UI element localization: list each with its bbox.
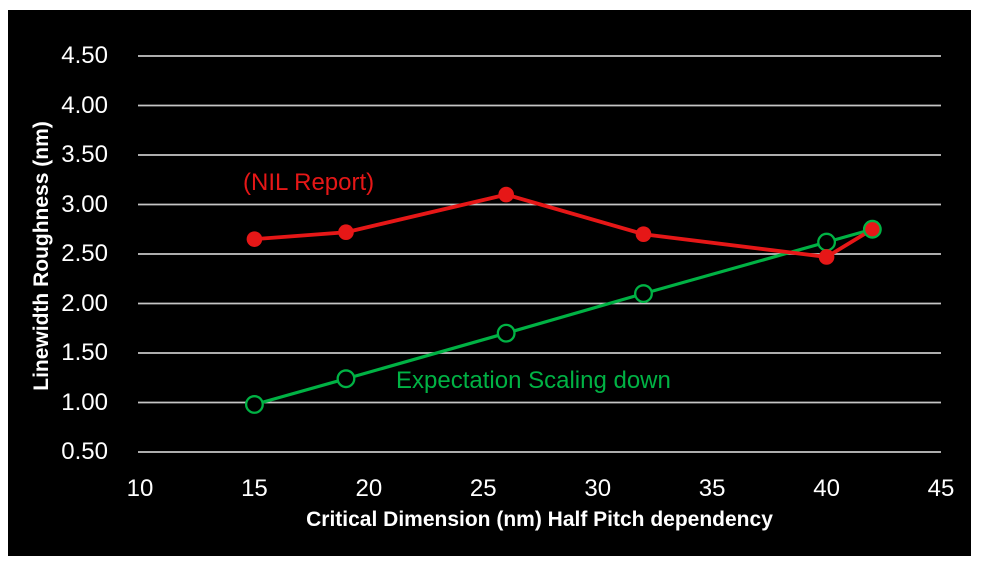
x-tick-label-40: 40 bbox=[813, 475, 840, 502]
marker-open-circle bbox=[244, 395, 264, 414]
y-axis-title: Linewidth Roughness (nm) bbox=[30, 121, 53, 391]
y-tick-label-2.00: 2.00 bbox=[61, 289, 108, 317]
x-tick-label-20: 20 bbox=[355, 475, 383, 502]
series-label-expectation-scaling-down: Expectation Scaling down bbox=[396, 367, 671, 394]
marker-open-circle bbox=[862, 219, 882, 239]
marker-open-circle bbox=[817, 232, 837, 252]
marker-filled-circle bbox=[864, 221, 881, 238]
x-tick-label-30: 30 bbox=[584, 475, 612, 502]
series-label-nil-report: (NIL Report) bbox=[243, 169, 375, 196]
marker-filled-circle bbox=[246, 231, 263, 247]
marker-filled-circle bbox=[498, 186, 514, 203]
marker-open-circle bbox=[634, 284, 653, 304]
marker-filled-circle bbox=[338, 224, 354, 241]
series-line-nil-report bbox=[254, 192, 874, 259]
x-tick-label-10: 10 bbox=[126, 475, 154, 502]
y-tick-label-4.50: 4.50 bbox=[61, 42, 108, 69]
marker-filled-circle bbox=[635, 226, 652, 242]
x-axis-title: Critical Dimension (nm) Half Pitch depen… bbox=[306, 508, 773, 531]
y-tick-label-3.50: 3.50 bbox=[61, 141, 108, 168]
y-tick-label-3.00: 3.00 bbox=[61, 190, 108, 218]
x-tick-label-45: 45 bbox=[927, 475, 955, 502]
y-tick-label-1.00: 1.00 bbox=[61, 388, 108, 416]
y-tick-label-0.50: 0.50 bbox=[61, 438, 108, 465]
marker-filled-circle bbox=[818, 249, 835, 265]
marker-open-circle bbox=[336, 369, 356, 389]
x-tick-label-35: 35 bbox=[698, 475, 726, 502]
y-tick-label-2.50: 2.50 bbox=[61, 240, 108, 267]
y-tick-label-4.00: 4.00 bbox=[61, 91, 108, 119]
marker-open-circle bbox=[496, 323, 516, 343]
x-tick-label-25: 25 bbox=[469, 475, 497, 502]
x-tick-label-15: 15 bbox=[241, 475, 268, 502]
chart-background-panel bbox=[8, 10, 971, 556]
y-tick-label-1.50: 1.50 bbox=[61, 339, 108, 366]
